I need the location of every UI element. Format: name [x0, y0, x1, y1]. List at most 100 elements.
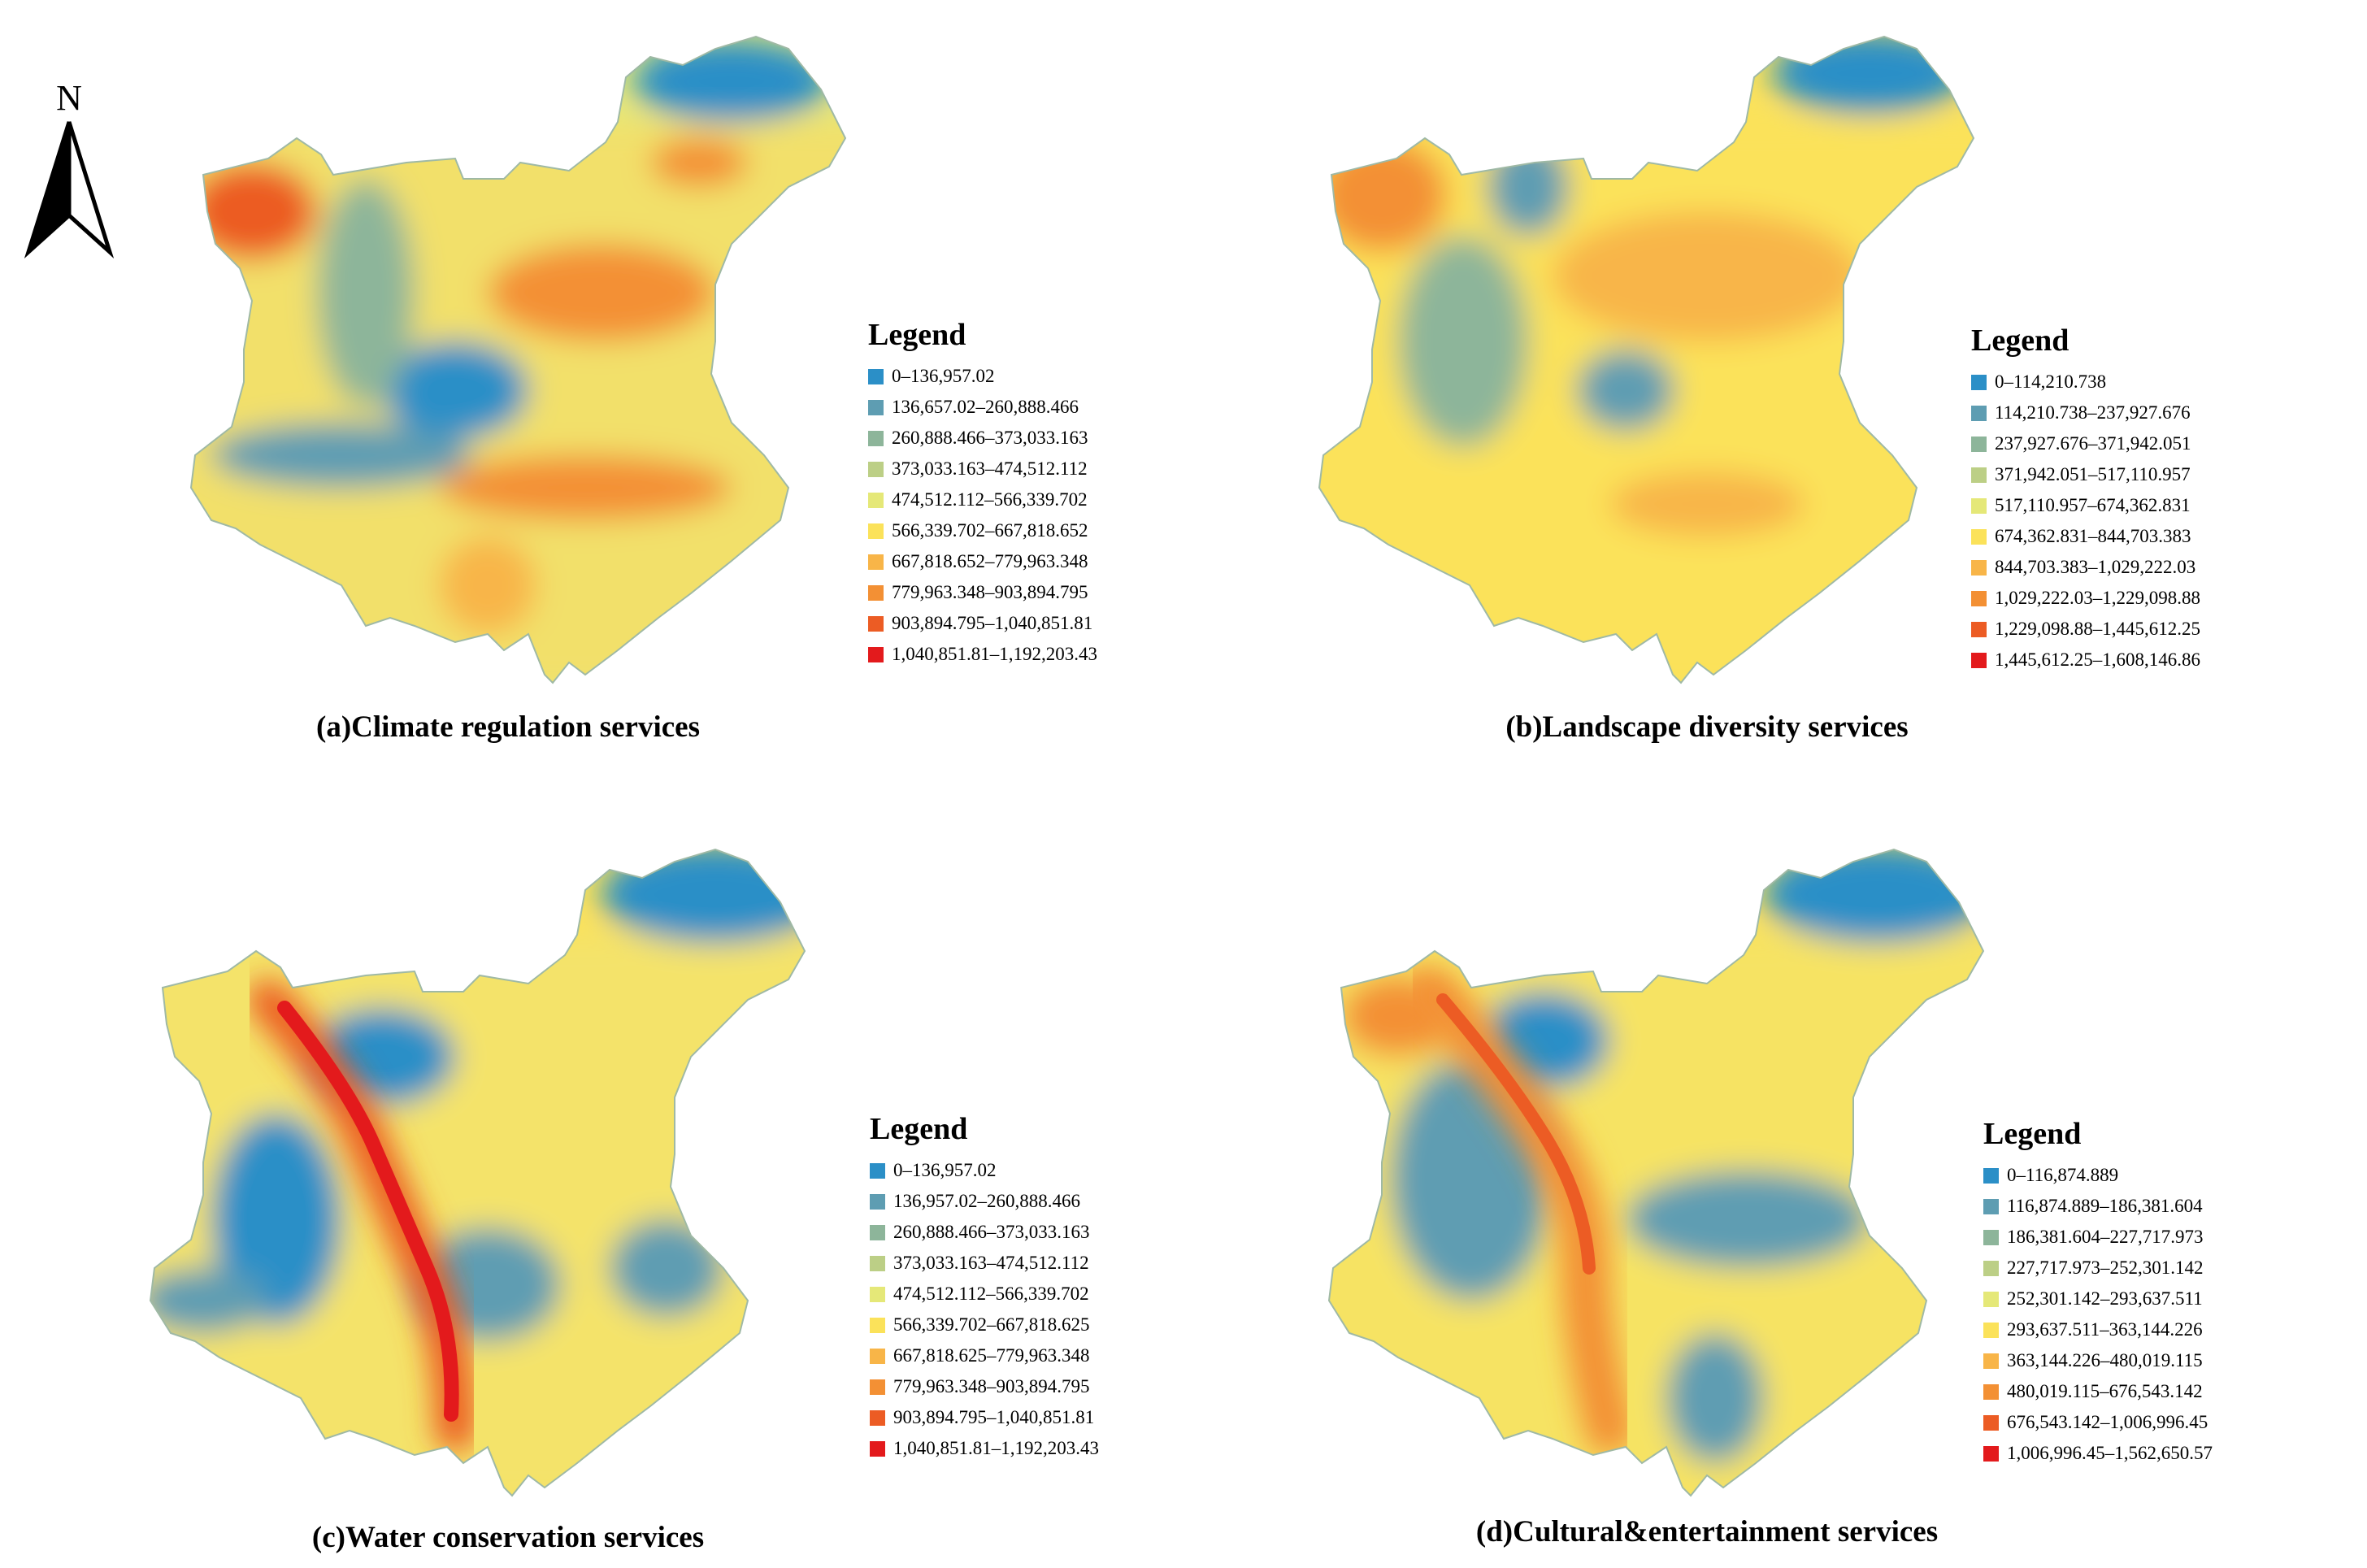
- legend-row: 136,957.02–260,888.466: [870, 1186, 1099, 1217]
- legend-label: 0–136,957.02: [892, 366, 995, 386]
- legend-title: Legend: [1983, 1117, 2082, 1151]
- legend-row: 260,888.466–373,033.163: [870, 1217, 1099, 1248]
- legend-swatch: [1971, 374, 1987, 390]
- legend-swatch: [1983, 1167, 1999, 1184]
- legend-row: 676,543.142–1,006,996.45: [1983, 1407, 2213, 1438]
- caption-d: (d)Cultural&entertainment services: [1475, 1515, 1939, 1548]
- legend-label: 136,957.02–260,888.466: [893, 1191, 1080, 1211]
- legend-label: 1,029,222.03–1,229,098.88: [1995, 588, 2200, 608]
- legend-label: 293,637.511–363,144.226: [2007, 1319, 2203, 1340]
- legend-label: 674,362.831–844,703.383: [1995, 526, 2191, 546]
- legend-swatch: [1983, 1322, 1999, 1338]
- legend-label: 237,927.676–371,942.051: [1995, 433, 2191, 454]
- legend-title: Legend: [870, 1112, 968, 1146]
- legend-row: 667,818.625–779,963.348: [870, 1340, 1099, 1371]
- legend-swatch: [868, 554, 884, 570]
- legend-row: 373,033.163–474,512.112: [868, 454, 1097, 484]
- legend-row: 480,019.115–676,543.142: [1983, 1376, 2213, 1407]
- legend-row: 844,703.383–1,029,222.03: [1971, 552, 2200, 583]
- legend-swatch: [1971, 652, 1987, 668]
- north-arrow-icon: [24, 121, 115, 258]
- legend-label: 844,703.383–1,029,222.03: [1995, 557, 2196, 577]
- caption-b: (b)Landscape diversity services: [1505, 710, 1909, 744]
- legend-row: 1,040,851.81–1,192,203.43: [870, 1433, 1099, 1464]
- legend-swatch: [1983, 1198, 1999, 1214]
- legend-row: 186,381.604–227,717.973: [1983, 1222, 2213, 1253]
- legend-swatch: [868, 584, 884, 601]
- legend-title: Legend: [868, 318, 966, 352]
- legend-title: Legend: [1971, 324, 2069, 358]
- legend-row: 136,657.02–260,888.466: [868, 392, 1097, 423]
- legend-row: 371,942.051–517,110.957: [1971, 459, 2200, 490]
- legend-row: 260,888.466–373,033.163: [868, 423, 1097, 454]
- legend-row: 116,874.889–186,381.604: [1983, 1191, 2213, 1222]
- legend-swatch: [870, 1286, 885, 1302]
- legend-label: 676,543.142–1,006,996.45: [2007, 1412, 2208, 1432]
- legend-swatch: [870, 1409, 885, 1426]
- legend-row: 363,144.226–480,019.115: [1983, 1345, 2213, 1376]
- map-c: [150, 849, 806, 1496]
- legend-swatch: [868, 523, 884, 539]
- legend-swatch: [870, 1193, 885, 1210]
- legend-swatch: [870, 1255, 885, 1271]
- legend-label: 779,963.348–903,894.795: [893, 1376, 1090, 1396]
- legend-swatch: [1983, 1291, 1999, 1307]
- legend-swatch: [1983, 1383, 1999, 1400]
- legend-row: 1,040,851.81–1,192,203.43: [868, 639, 1097, 670]
- legend-swatch: [870, 1162, 885, 1179]
- legend-row: 1,229,098.88–1,445,612.25: [1971, 614, 2200, 645]
- legend-label: 474,512.112–566,339.702: [893, 1284, 1089, 1304]
- legend-swatch: [1971, 528, 1987, 545]
- legend-row: 779,963.348–903,894.795: [868, 577, 1097, 608]
- legend-label: 1,445,612.25–1,608,146.86: [1995, 649, 2200, 670]
- legend-label: 667,818.652–779,963.348: [892, 551, 1088, 571]
- legend-row: 474,512.112–566,339.702: [870, 1279, 1099, 1310]
- legend-label: 474,512.112–566,339.702: [892, 489, 1088, 510]
- legend-swatch: [1971, 467, 1987, 483]
- legend-swatch: [870, 1440, 885, 1457]
- legend-row: 903,894.795–1,040,851.81: [868, 608, 1097, 639]
- legend-label: 517,110.957–674,362.831: [1995, 495, 2191, 515]
- legend-row: 674,362.831–844,703.383: [1971, 521, 2200, 552]
- legend-row: 903,894.795–1,040,851.81: [870, 1402, 1099, 1433]
- legend-swatch: [1971, 436, 1987, 452]
- legend-swatch: [1971, 590, 1987, 606]
- legend-row: 517,110.957–674,362.831: [1971, 490, 2200, 521]
- map-d: [1328, 849, 1984, 1496]
- legend-row: 474,512.112–566,339.702: [868, 484, 1097, 515]
- legend-label: 1,040,851.81–1,192,203.43: [893, 1438, 1099, 1458]
- caption-a: (a)Climate regulation services: [316, 710, 700, 744]
- legend-swatch: [868, 646, 884, 662]
- legend-swatch: [1983, 1353, 1999, 1369]
- legend-row: 1,006,996.45–1,562,650.57: [1983, 1438, 2213, 1469]
- legend-label: 227,717.973–252,301.142: [2007, 1257, 2204, 1278]
- legend-row: 1,445,612.25–1,608,146.86: [1971, 645, 2200, 675]
- legend-label: 903,894.795–1,040,851.81: [893, 1407, 1095, 1427]
- map-a: [190, 36, 846, 684]
- legend-d: Legend 0–116,874.889 116,874.889–186,381.6…: [1983, 1116, 2213, 1469]
- north-arrow: N: [16, 77, 122, 264]
- legend-swatch: [868, 430, 884, 446]
- legend-swatch: [870, 1379, 885, 1395]
- legend-swatch: [868, 461, 884, 477]
- legend-label: 0–136,957.02: [893, 1160, 997, 1180]
- legend-row: 114,210.738–237,927.676: [1971, 397, 2200, 428]
- legend-label: 1,040,851.81–1,192,203.43: [892, 644, 1097, 664]
- legend-row: 237,927.676–371,942.051: [1971, 428, 2200, 459]
- legend-label: 186,381.604–227,717.973: [2007, 1227, 2204, 1247]
- legend-row: 293,637.511–363,144.226: [1983, 1314, 2213, 1345]
- legend-swatch: [1971, 497, 1987, 514]
- legend-a: Legend 0–136,957.02 136,657.02–260,888.466…: [868, 317, 1097, 670]
- legend-label: 480,019.115–676,543.142: [2007, 1381, 2203, 1401]
- legend-c: Legend 0–136,957.02 136,957.02–260,888.466…: [870, 1111, 1099, 1464]
- legend-row: 1,029,222.03–1,229,098.88: [1971, 583, 2200, 614]
- legend-label: 1,006,996.45–1,562,650.57: [2007, 1443, 2213, 1463]
- legend-swatch: [870, 1348, 885, 1364]
- legend-swatch: [868, 368, 884, 384]
- legend-row: 0–136,957.02: [870, 1155, 1099, 1186]
- legend-swatch: [868, 615, 884, 632]
- legend-label: 0–114,210.738: [1995, 371, 2107, 392]
- legend-label: 0–116,874.889: [2007, 1165, 2119, 1185]
- legend-row: 667,818.652–779,963.348: [868, 546, 1097, 577]
- legend-row: 373,033.163–474,512.112: [870, 1248, 1099, 1279]
